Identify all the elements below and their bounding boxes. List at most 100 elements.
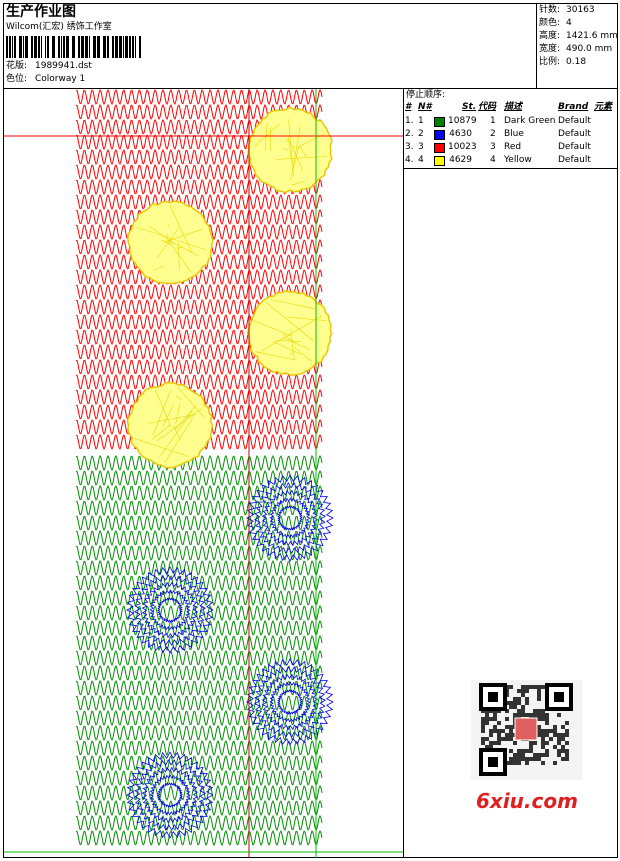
qr-cell [497,737,501,741]
bar [78,36,80,58]
qr-cell [509,761,513,765]
fill-stitch [270,299,315,309]
stitch-row [75,679,323,697]
qr-cell [561,757,565,761]
stitch-row [75,649,323,667]
column-header: 元素 [594,102,613,112]
qr-cell [513,701,517,705]
qr-cell [517,713,521,717]
qr-cell [525,761,529,765]
fill-stitch [151,424,171,441]
qr-cell [497,721,501,725]
code: 4 [490,155,496,165]
fill-stitch [289,145,300,181]
qr-cell [525,713,529,717]
bar [31,36,33,58]
stitch-row [75,799,323,817]
qr-cell [481,717,485,721]
blue-motif [261,673,319,731]
qr-cell [485,713,489,717]
fill-stitch [178,242,180,271]
stitch-row [75,619,323,637]
bar [23,36,24,58]
column-header: N# [418,102,432,112]
stitch-row [75,454,323,472]
qr-cell [521,685,525,689]
bar [135,36,136,58]
qr-cell [509,729,513,733]
blue-motif [253,665,327,739]
row-index: 1. [405,116,414,126]
fill-stitch [166,234,170,246]
qr-cell [517,709,521,713]
row-n: 1 [418,116,424,126]
qr-cell [513,741,517,745]
qr-cell [529,713,533,717]
sequence-title: 停止顺序: [406,90,446,100]
fill-stitch [291,180,305,186]
qr-cell [497,741,501,745]
qr-cell [557,737,561,741]
colorway-label: 色位: [6,74,28,84]
qr-cell [565,741,569,745]
code: 1 [490,116,496,126]
barcode [6,36,141,58]
qr-cell [509,725,513,729]
yellow-motif [246,290,333,376]
qr-cell [545,717,549,721]
fill-stitch [265,301,314,341]
blue-motif [126,751,214,839]
qr-cell [565,757,569,761]
qr-cell [481,741,485,745]
row-index: 3. [405,142,414,152]
fill-stitch [159,411,193,458]
bar [9,36,11,58]
bar [103,36,106,58]
stitch-row [75,694,323,712]
bar [66,36,69,58]
fill-stitch [288,119,294,178]
info-label: 高度: [539,31,561,41]
qr-finder [488,757,498,767]
qr-cell [545,729,549,733]
qr-cell [509,757,513,761]
stitch-row [75,814,323,832]
colorway: Colorway 1 [35,74,86,84]
blue-motif [157,597,183,623]
bar [107,36,109,58]
info-value: 4 [566,18,572,28]
qr-cell [505,733,509,737]
qr-cell [501,737,505,741]
info-value: 0.18 [566,57,587,67]
qr-cell [553,745,557,749]
qr-cell [549,729,553,733]
stitch-row [75,739,323,757]
qr-cell [513,753,517,757]
color-swatch [434,143,445,153]
info-label: 颜色: [539,18,561,28]
fill-stitch [282,337,311,351]
stitch-row [75,754,323,772]
qr-cell [561,745,565,749]
qr-cell [525,685,529,689]
qr-finder [545,683,573,711]
stitch-row [75,604,323,622]
qr-cell [533,741,537,745]
qr-cell [533,713,537,717]
qr-cell [529,685,533,689]
fill-stitch [275,155,329,160]
fill-stitch [170,243,192,273]
qr-cell [501,729,505,733]
bar [89,36,90,58]
qr-cell [525,749,529,753]
stitch-row [75,529,323,547]
qr-cell [545,721,549,725]
bar [45,36,46,58]
bar [72,36,75,58]
fill-stitch [288,137,292,161]
qr-cell [537,753,541,757]
qr-cell [517,697,521,701]
qr-cell [505,737,509,741]
qr-cell [537,697,541,701]
